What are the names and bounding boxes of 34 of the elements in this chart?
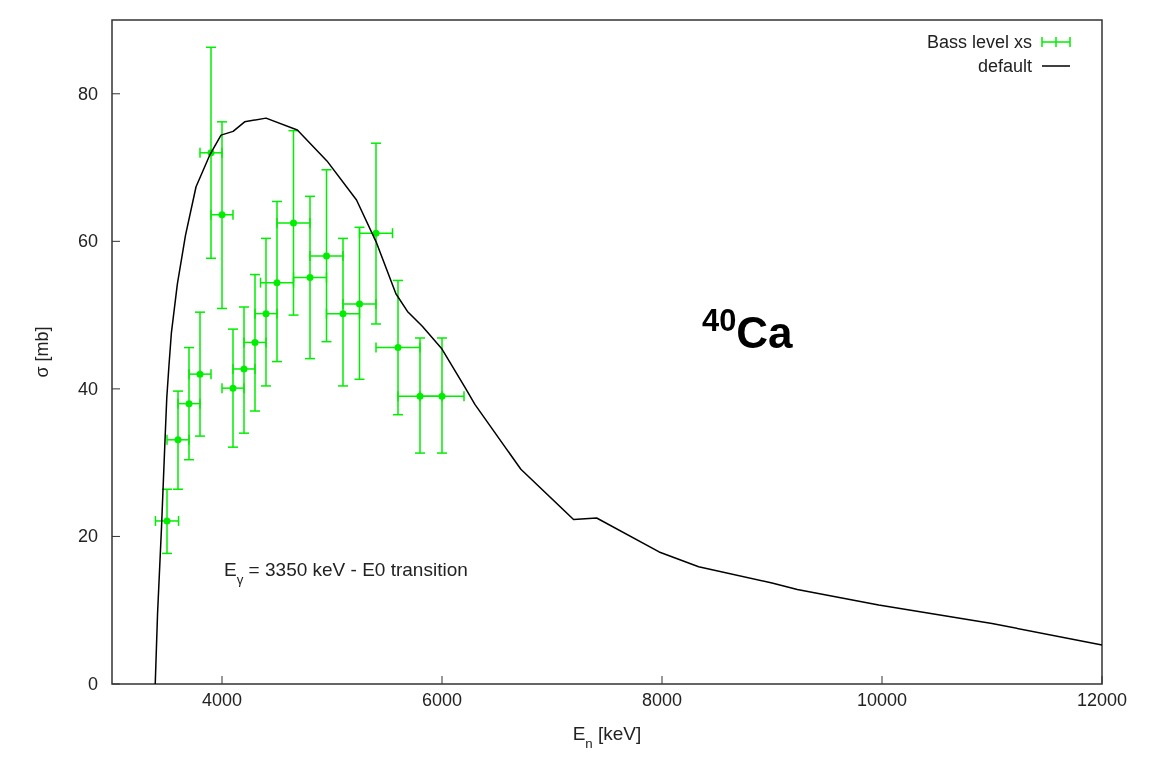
x-tick-label: 8000 xyxy=(641,690,683,710)
y-tick-label: 20 xyxy=(77,526,98,547)
legend-label: Bass level xs xyxy=(926,32,1032,52)
y-tick-label: 60 xyxy=(77,231,98,252)
point xyxy=(356,300,363,308)
point xyxy=(218,211,226,219)
legend-label: default xyxy=(977,56,1032,76)
point xyxy=(262,310,270,318)
x-tick-label: 4000 xyxy=(201,690,243,710)
point xyxy=(185,400,193,408)
annotation: E$_{γ}$ = 3350 keV - E0 transition xyxy=(224,559,468,587)
point xyxy=(196,370,204,378)
point xyxy=(323,252,330,260)
point xyxy=(251,338,259,346)
point xyxy=(339,310,347,318)
point xyxy=(240,365,248,373)
x-axis-title: E$_{n}$ [keV] xyxy=(572,723,642,751)
point xyxy=(163,517,171,525)
point xyxy=(290,219,297,227)
point xyxy=(273,279,281,287)
x-tick-label: 6000 xyxy=(421,690,463,710)
x-tick-label: 10000 xyxy=(856,690,908,710)
point xyxy=(174,436,182,444)
point xyxy=(372,229,380,237)
y-tick-label: 80 xyxy=(77,83,98,104)
x-tick-label: 12000 xyxy=(1076,690,1128,710)
y-axis-title: σ [mb] xyxy=(32,326,52,378)
point xyxy=(394,344,402,352)
point xyxy=(306,273,314,281)
annotation: $^{40}$Ca xyxy=(702,302,794,357)
y-tick-label: 40 xyxy=(77,378,98,399)
point xyxy=(229,384,237,392)
y-tick-label: 0 xyxy=(87,674,98,694)
line-series xyxy=(154,117,1103,685)
